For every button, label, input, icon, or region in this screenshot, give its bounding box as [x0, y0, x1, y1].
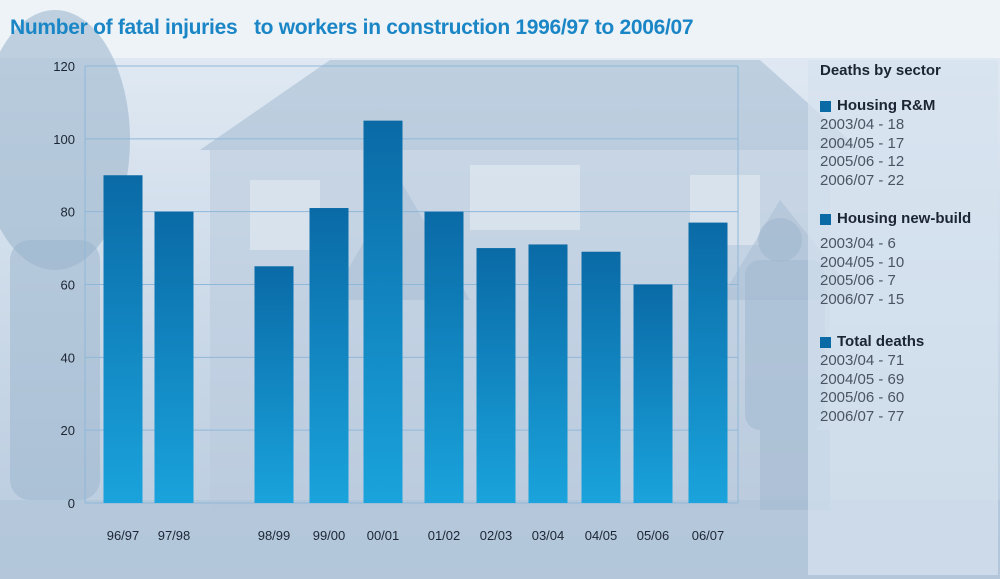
bar-01-02: [424, 211, 464, 503]
chart-title: Number of fatal injuries to workers in c…: [10, 16, 694, 39]
y-tick-label: 80: [61, 205, 75, 220]
legend-entry: 2004/05 - 17: [820, 134, 905, 152]
legend-swatch: [820, 100, 831, 112]
y-tick-label: 120: [53, 59, 75, 74]
x-tick-label: 06/07: [692, 528, 725, 543]
legend-entry: 2003/04 - 6: [820, 235, 896, 252]
legend-entry: 2005/06 - 60: [820, 389, 905, 406]
legend-entry: 2003/04 - 71: [820, 352, 905, 369]
legend-entry: 2004/05 - 10: [820, 253, 905, 271]
x-tick-label: 04/05: [585, 528, 618, 543]
bar-96-97: [103, 175, 143, 503]
legend-entry: 2003/04 - 18: [820, 116, 905, 133]
legend-sector-title: Housing R&M: [837, 97, 936, 114]
legend-sector-housing-new-build: Housing new-build 2003/04 - 6 2004/05 - …: [820, 209, 971, 309]
legend-entry: 2006/07 - 22: [820, 171, 905, 189]
legend-entry: 2006/07 - 15: [820, 290, 905, 308]
legend-sector-housing-rm: Housing R&M 2003/04 - 18 2004/05 - 17 20…: [820, 96, 935, 190]
legend-entry: 2005/06 - 7: [820, 272, 896, 289]
bar-02-03: [476, 248, 516, 503]
bar-04-05: [581, 251, 621, 503]
legend-entry: 2004/05 - 69: [820, 370, 905, 388]
legend-swatch: [820, 336, 831, 348]
x-tick-label: 03/04: [532, 528, 565, 543]
bar-03-04: [528, 244, 568, 504]
x-tick-label: 98/99: [258, 528, 291, 543]
legend-sector-title: Total deaths: [837, 333, 925, 350]
bar-00-01: [363, 120, 403, 503]
bar-06-07: [688, 222, 728, 503]
x-tick-label: 00/01: [367, 528, 400, 543]
legend-panel: Deaths by sector Housing R&M 2003/04 - 1…: [808, 60, 998, 575]
x-tick-label: 97/98: [158, 528, 191, 543]
y-tick-label: 40: [61, 350, 75, 365]
y-tick-label: 20: [61, 423, 75, 438]
y-tick-label: 60: [61, 278, 75, 293]
x-tick-label: 02/03: [480, 528, 513, 543]
bar-98-99: [254, 266, 294, 503]
bar-99-00: [309, 208, 349, 503]
legend-heading: Deaths by sector: [820, 62, 941, 79]
x-tick-label: 05/06: [637, 528, 670, 543]
y-tick-label: 0: [68, 496, 75, 511]
bar-97-98: [154, 211, 194, 503]
bar-05-06: [633, 284, 673, 503]
x-tick-label: 96/97: [107, 528, 140, 543]
x-tick-label: 01/02: [428, 528, 461, 543]
x-tick-label: 99/00: [313, 528, 346, 543]
y-tick-label: 100: [53, 132, 75, 147]
legend-swatch: [820, 213, 831, 225]
legend-entry: 2005/06 - 12: [820, 153, 905, 170]
legend-sector-title: Housing new-build: [837, 210, 972, 227]
legend-entry: 2006/07 - 77: [820, 407, 905, 425]
legend-sector-total-deaths: Total deaths 2003/04 - 71 2004/05 - 69 2…: [820, 332, 924, 426]
